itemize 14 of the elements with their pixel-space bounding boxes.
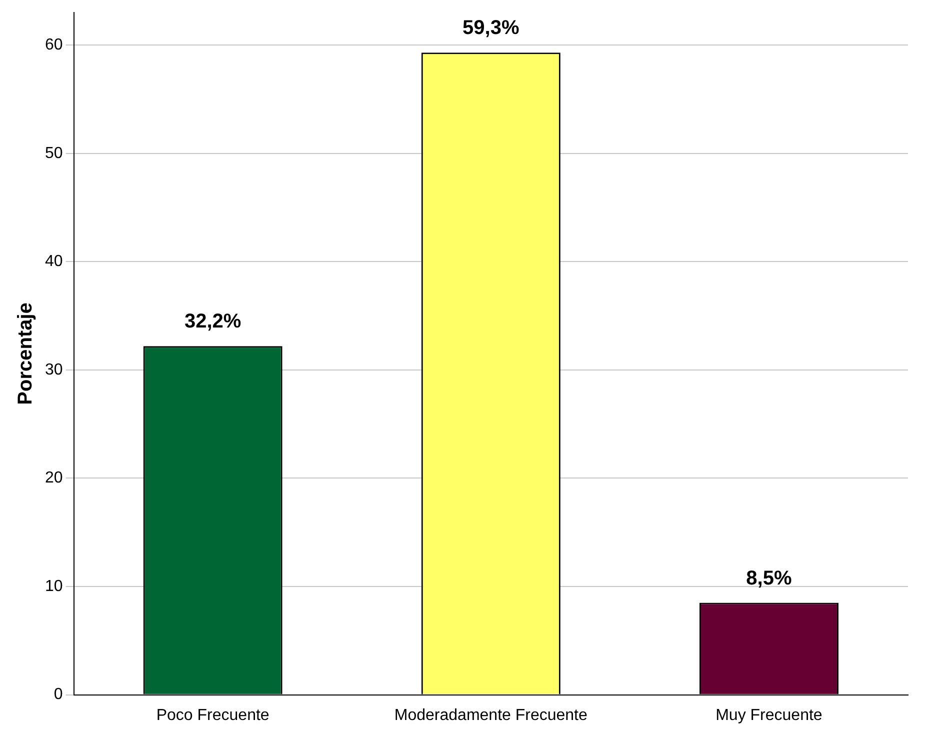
data-label: 59,3% [462,17,520,40]
x-tick-label: Poco Frecuente [156,706,270,724]
data-label: 8,5% [746,567,792,590]
data-label: 32,2% [184,310,242,333]
y-tick-label: 0 [54,686,63,704]
y-tick-label: 60 [45,36,63,54]
y-tick-label: 10 [45,578,63,595]
x-tick-label: Moderadamente Frecuente [394,706,588,724]
y-tick-label: 20 [45,470,63,487]
y-axis-title: Porcentaje [14,302,37,405]
x-tick-label: Muy Frecuente [716,706,822,724]
y-tick-label: 30 [45,361,63,378]
y-tick-label: 40 [45,253,63,270]
y-tick-label: 50 [45,144,63,162]
